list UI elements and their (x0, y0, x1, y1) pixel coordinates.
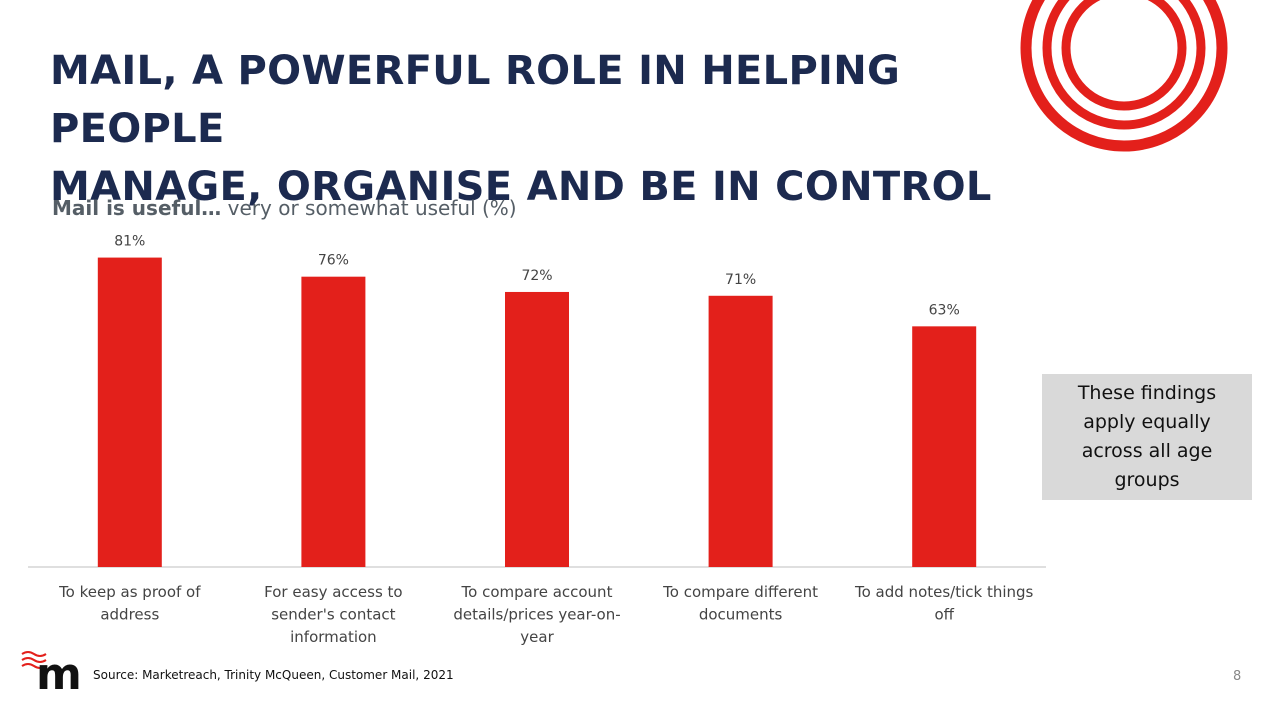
category-label-line: For easy access to (264, 583, 402, 601)
bar-chart: 81% To keep as proof of address 76% For easy… (28, 234, 1046, 646)
slide-title-line-1: MAIL, A POWERFUL ROLE IN HELPING PEOPLE (50, 48, 901, 152)
data-label-4: 71% (725, 272, 756, 288)
source-note: Source: Marketreach, Trinity McQueen, Cu… (93, 668, 454, 682)
data-label-3: 72% (521, 268, 552, 284)
category-label-line: To keep as proof of (58, 583, 201, 601)
royal-mail-rings-logo-icon (1020, 0, 1228, 152)
category-label-1: To keep as proof of address (58, 583, 201, 624)
marketreach-m-logo-icon: m (21, 649, 82, 692)
marketreach-m-letter: m (36, 649, 82, 692)
bar-3 (505, 291, 569, 567)
data-label-5: 63% (929, 302, 960, 318)
category-label-line: address (100, 606, 159, 624)
slide-title: MAIL, A POWERFUL ROLE IN HELPING PEOPLE … (50, 42, 1050, 216)
category-label-line: To compare account (461, 583, 613, 601)
data-label-2: 76% (318, 253, 349, 269)
bar-5 (912, 326, 977, 567)
category-label-5: To add notes/tick things off (854, 583, 1034, 624)
findings-callout: These findings apply equally across all … (1042, 374, 1252, 500)
category-label-line: year (520, 628, 554, 646)
page-number: 8 (1233, 669, 1242, 684)
category-label-line: sender's contact (271, 606, 395, 624)
category-label-2: For easy access to sender's contact inform… (264, 583, 402, 646)
category-label-line: information (290, 628, 377, 646)
slide-title-line-2: MANAGE, ORGANISE AND BE IN CONTROL (50, 164, 992, 210)
data-label-1: 81% (114, 234, 145, 250)
bar-2 (301, 276, 366, 567)
findings-callout-text: These findings apply equally across all … (1077, 382, 1217, 491)
category-label-4: To compare different documents (662, 583, 818, 624)
bar-4 (708, 295, 773, 567)
bar-1 (97, 257, 162, 567)
category-label-3: To compare account details/prices year-on… (453, 583, 620, 646)
category-label-line: To add notes/tick things (854, 583, 1034, 601)
chart-subtitle-bold: Mail is useful… (52, 196, 222, 220)
chart-subtitle: Mail is useful… very or somewhat useful … (52, 196, 517, 220)
category-label-line: off (934, 606, 954, 624)
category-label-line: To compare different (662, 583, 818, 601)
chart-subtitle-rest: very or somewhat useful (%) (221, 196, 517, 220)
category-label-line: details/prices year-on- (453, 606, 620, 624)
category-label-line: documents (699, 606, 783, 624)
